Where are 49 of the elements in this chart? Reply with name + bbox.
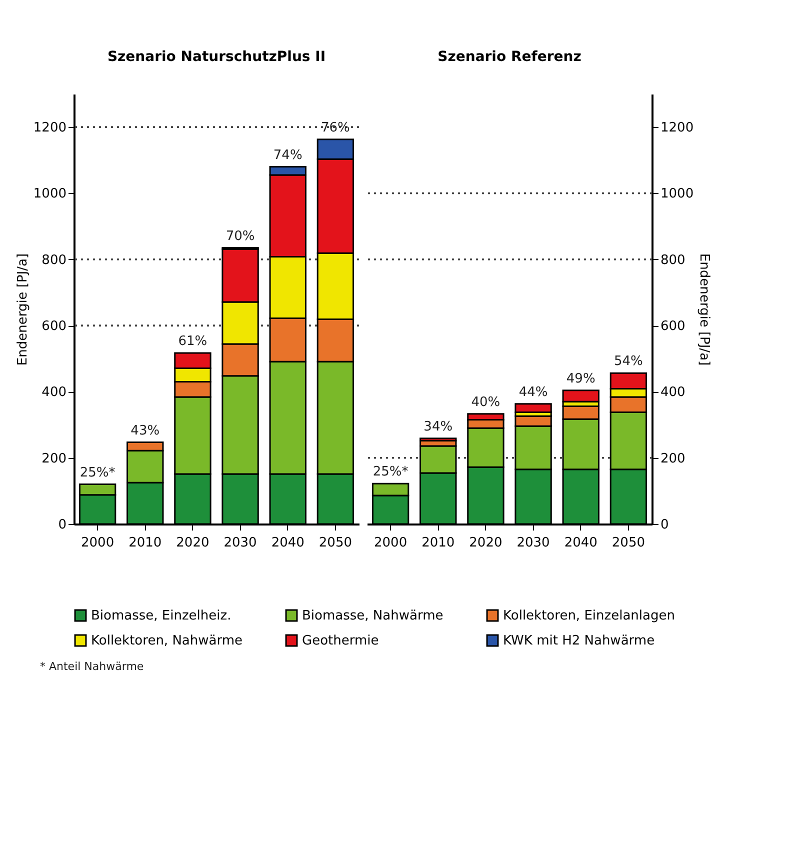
legend-label: KWK mit H2 Nahwärme — [503, 634, 655, 648]
y-tick-label: 800 — [660, 252, 686, 268]
x-tick-label: 2050 — [612, 536, 645, 550]
annotation: 76% — [320, 120, 350, 136]
x-tick-label: 2000 — [374, 536, 408, 550]
x-tick-label: 2020 — [469, 536, 502, 550]
y-tick-label: 600 — [42, 319, 66, 334]
y-tick-label: 400 — [660, 385, 686, 400]
x-tick-label: 2030 — [224, 536, 257, 550]
y-tick-label: 1000 — [660, 186, 694, 202]
y-axis-title: Endenergie [PJ/a] — [696, 253, 712, 366]
annotation: 43% — [130, 423, 160, 438]
y-tick-label: 1000 — [33, 186, 66, 202]
legend-label: Biomasse, Nahwärme — [302, 608, 444, 624]
y-tick-label: 200 — [42, 451, 66, 466]
x-tick-label: 2000 — [81, 536, 114, 550]
y-tick-label: 800 — [42, 252, 66, 268]
legend-label: Geothermie — [302, 634, 379, 648]
annotation: 54% — [614, 354, 643, 370]
x-tick-label: 2010 — [128, 536, 162, 550]
annotation: 44% — [518, 384, 548, 400]
x-tick-label: 2040 — [271, 536, 304, 550]
y-tick-label: 1200 — [33, 120, 66, 136]
annotation: 34% — [424, 419, 453, 434]
legend-label: Kollektoren, Nahwärme — [91, 634, 242, 648]
legend-label: Kollektoren, Einzelanlagen — [503, 608, 675, 624]
chart-title: Szenario NaturschutzPlus II — [107, 49, 326, 65]
annotation: 49% — [566, 371, 596, 386]
y-tick-label: 200 — [660, 451, 686, 466]
x-tick-label: 2030 — [516, 536, 550, 550]
annotation: 25%* — [80, 465, 116, 480]
x-tick-label: 2040 — [564, 536, 598, 550]
y-axis-title: Endenergie [PJ/a] — [15, 253, 30, 366]
legend-label: Biomasse, Einzelheiz. — [91, 608, 232, 624]
annotation: 25%* — [372, 464, 409, 480]
chart-title: Szenario Referenz — [438, 49, 582, 65]
x-tick-label: 2020 — [176, 536, 210, 550]
y-tick-label: 400 — [42, 385, 66, 400]
annotation: 70% — [226, 228, 255, 244]
x-tick-label: 2050 — [318, 536, 352, 550]
annotation: 74% — [273, 148, 302, 163]
y-tick-label: 1200 — [660, 120, 694, 136]
y-tick-label: 600 — [660, 319, 686, 334]
y-tick-label: 0 — [58, 518, 66, 532]
annotation: 61% — [178, 334, 208, 349]
text: * Anteil Nahwärme — [40, 660, 145, 673]
annotation: 40% — [471, 394, 500, 410]
x-tick-label: 2010 — [422, 536, 455, 550]
y-tick-label: 0 — [660, 518, 669, 532]
